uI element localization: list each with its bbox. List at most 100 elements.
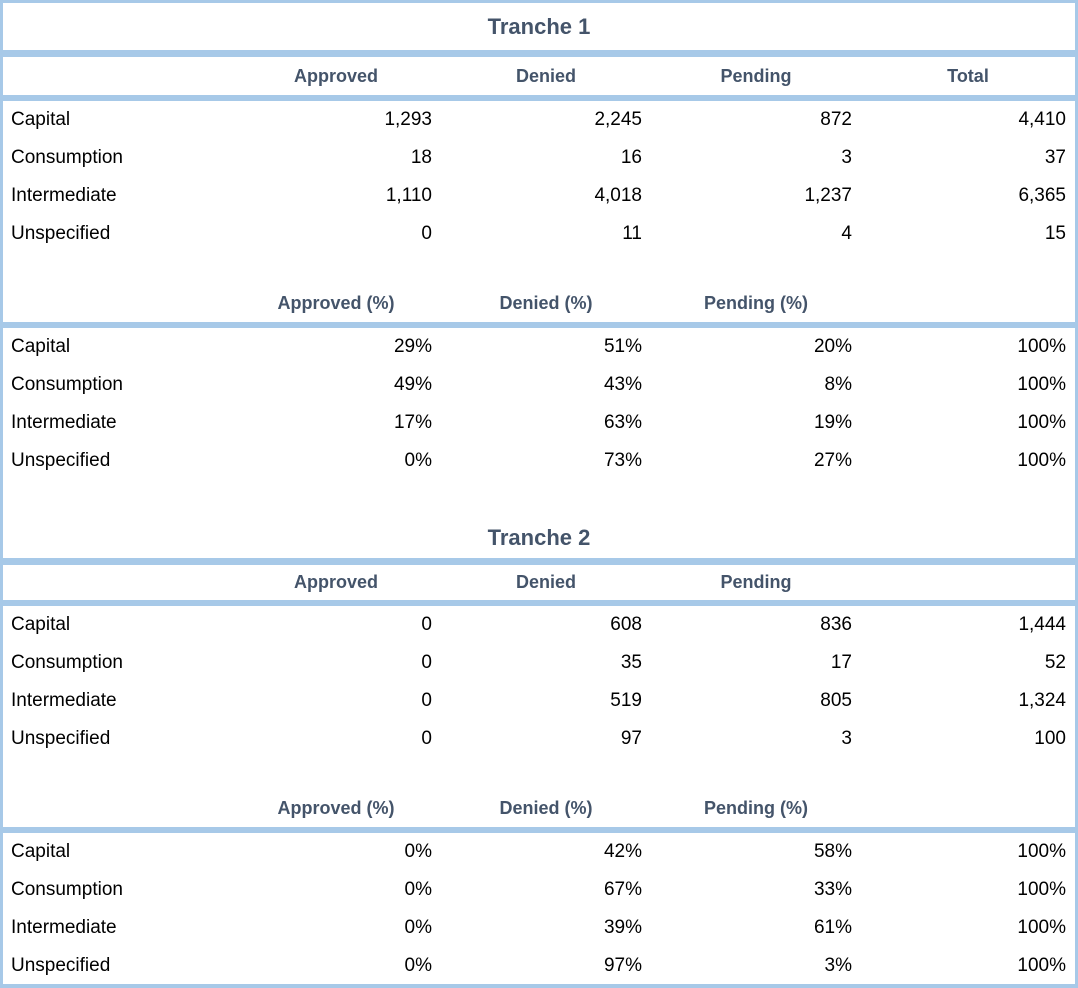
cell-value: 29% — [393, 336, 432, 357]
cell-value: 33% — [813, 879, 852, 900]
cell-value: 608 — [610, 614, 642, 635]
table-row-consumption: Consumption 49% 43% 8% 100% — [3, 366, 1075, 404]
cell-value: 0 — [421, 652, 432, 673]
cell-value: 16 — [620, 147, 642, 168]
cell-value: 0 — [421, 728, 432, 749]
cell-value: 805 — [820, 690, 852, 711]
row-label: Unspecified — [11, 955, 111, 976]
table-row-capital: Capital 0 608 836 1,444 — [3, 606, 1075, 644]
cell-value: 0% — [404, 917, 432, 938]
cell-value: 100% — [1017, 450, 1066, 471]
divider — [3, 322, 1075, 328]
cell-value: 3% — [824, 955, 852, 976]
table-row-intermediate: Intermediate 0 519 805 1,324 — [3, 682, 1075, 720]
table-row-unspecified: Unspecified 0% 97% 3% 100% — [3, 947, 1075, 984]
spacer — [3, 480, 1075, 518]
cell-value: 42% — [603, 841, 642, 862]
row-label: Unspecified — [11, 223, 111, 244]
cell-value: 1,237 — [804, 185, 852, 206]
divider — [3, 558, 1075, 565]
cell-value: 11 — [622, 223, 642, 244]
cell-value: 18 — [410, 147, 432, 168]
table-row-intermediate: Intermediate 1,110 4,018 1,237 6,365 — [3, 177, 1075, 215]
column-header-pending: Pending — [720, 65, 792, 86]
table-row-intermediate: Intermediate 17% 63% 19% 100% — [3, 404, 1075, 442]
cell-value: 3 — [841, 728, 852, 749]
cell-value: 15 — [1044, 223, 1066, 244]
cell-value: 1,324 — [1018, 690, 1066, 711]
table-row-unspecified: Unspecified 0 11 4 15 — [3, 215, 1075, 253]
cell-value: 100% — [1017, 374, 1066, 395]
column-header-approved: Approved — [293, 65, 378, 86]
cell-value: 6,365 — [1018, 185, 1066, 206]
cell-value: 0 — [421, 614, 432, 635]
cell-value: 49% — [393, 374, 432, 395]
column-header-total: Total — [947, 65, 989, 86]
cell-value: 100% — [1017, 917, 1066, 938]
column-header-approved: Approved — [293, 572, 378, 592]
cell-value: 100% — [1017, 955, 1066, 976]
cell-value: 4 — [841, 223, 852, 244]
cell-value: 872 — [820, 109, 852, 130]
row-label: Consumption — [11, 374, 123, 395]
cell-value: 35 — [620, 652, 642, 673]
table-row-unspecified: Unspecified 0 97 3 100 — [3, 720, 1075, 758]
table-row-consumption: Consumption 0% 67% 33% 100% — [3, 871, 1075, 909]
column-header-denied-pct: Denied (%) — [499, 293, 593, 313]
row-label: Consumption — [11, 652, 123, 673]
cell-value: 27% — [813, 450, 852, 471]
column-header-denied: Denied — [515, 572, 576, 592]
row-label: Capital — [11, 614, 71, 635]
cell-value: 100% — [1017, 336, 1066, 357]
row-label: Intermediate — [11, 185, 117, 206]
cell-value: 97 — [620, 728, 642, 749]
cell-value: 1,110 — [385, 185, 432, 206]
column-header-approved-pct: Approved (%) — [277, 798, 395, 818]
cell-value: 100% — [1017, 412, 1066, 433]
cell-value: 519 — [610, 690, 642, 711]
cell-value: 0% — [404, 955, 432, 976]
cell-value: 67% — [603, 879, 642, 900]
column-header-pending-pct: Pending (%) — [704, 798, 808, 818]
cell-value: 61% — [813, 917, 852, 938]
cell-value: 51% — [603, 336, 642, 357]
cell-value: 100 — [1034, 728, 1066, 749]
cell-value: 1,444 — [1018, 614, 1066, 635]
cell-value: 2,245 — [594, 109, 642, 130]
section-title-tranche1: Tranche 1 — [487, 13, 591, 39]
cell-value: 63% — [603, 412, 642, 433]
table-row-unspecified: Unspecified 0% 73% 27% 100% — [3, 442, 1075, 480]
divider — [3, 50, 1075, 57]
row-label: Unspecified — [11, 450, 111, 471]
cell-value: 0% — [404, 879, 432, 900]
divider — [3, 827, 1075, 833]
cell-value: 17 — [830, 652, 852, 673]
cell-value: 100% — [1017, 879, 1066, 900]
cell-value: 3 — [841, 147, 852, 168]
cell-value: 1,293 — [384, 109, 432, 130]
spacer — [3, 758, 1075, 790]
header-row-tranche1-percent: Approved (%) Denied (%) Pending (%) — [3, 285, 1075, 322]
header-row-tranche2-counts: Approved Denied Pending — [3, 565, 1075, 600]
row-label: Intermediate — [11, 412, 117, 433]
row-label: Consumption — [11, 147, 123, 168]
header-row-tranche1-counts: Approved Denied Pending Total — [3, 57, 1075, 95]
column-header-pending: Pending — [720, 572, 792, 592]
cell-value: 0% — [404, 450, 432, 471]
cell-value: 52 — [1044, 652, 1066, 673]
cell-value: 19% — [813, 412, 852, 433]
column-header-approved-pct: Approved (%) — [277, 293, 395, 313]
column-header-denied: Denied — [515, 65, 576, 86]
cell-value: 0 — [421, 690, 432, 711]
row-label: Intermediate — [11, 690, 117, 711]
cell-value: 836 — [820, 614, 852, 635]
spacer — [3, 253, 1075, 285]
cell-value: 43% — [603, 374, 642, 395]
table-row-consumption: Consumption 18 16 3 37 — [3, 139, 1075, 177]
section-title-tranche2: Tranche 2 — [487, 525, 591, 550]
cell-value: 8% — [824, 374, 852, 395]
cell-value: 17% — [393, 412, 432, 433]
table-row-capital: Capital 1,293 2,245 872 4,410 — [3, 101, 1075, 139]
table-row-capital: Capital 29% 51% 20% 100% — [3, 328, 1075, 366]
